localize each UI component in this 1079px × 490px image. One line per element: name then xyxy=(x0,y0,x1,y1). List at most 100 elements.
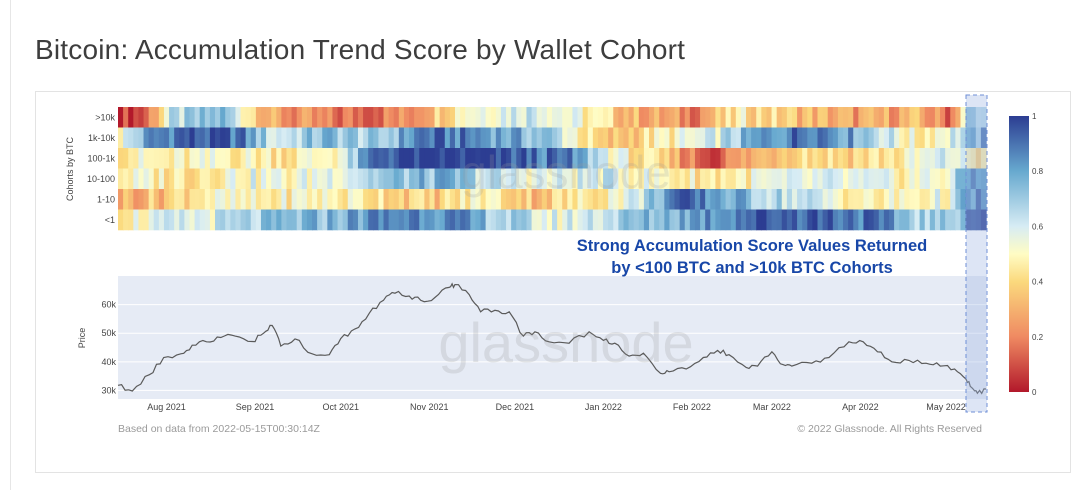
heatmap-cell xyxy=(771,209,778,231)
heatmap-cell xyxy=(220,209,226,231)
heatmap-cell xyxy=(603,189,609,210)
heatmap-cell xyxy=(220,168,226,190)
price-y-tick-label: 40k xyxy=(101,357,116,367)
heatmap-cell xyxy=(460,127,466,149)
heatmap-cell xyxy=(643,168,650,190)
heatmap-cell xyxy=(490,148,497,169)
heatmap-cell xyxy=(291,189,298,210)
heatmap-cell xyxy=(827,127,834,149)
heatmap-cell xyxy=(613,168,619,190)
heatmap-cell xyxy=(894,148,900,169)
heatmap-cell xyxy=(863,209,870,231)
heatmap-cell xyxy=(822,107,829,128)
heatmap-cell xyxy=(240,209,247,231)
heatmap-cell xyxy=(934,189,941,210)
heatmap-cell xyxy=(347,148,354,169)
heatmap-cell xyxy=(837,189,844,210)
heatmap-cell xyxy=(735,168,742,190)
heatmap-cell xyxy=(383,148,390,169)
heatmap-cell xyxy=(541,107,548,128)
heatmap-cell xyxy=(730,209,737,231)
heatmap-cell xyxy=(751,107,757,128)
heatmap-cell xyxy=(118,107,124,128)
heatmap-cell xyxy=(888,127,895,149)
price-y-tick-label: 60k xyxy=(101,300,116,310)
heatmap-cell xyxy=(506,127,512,149)
heatmap-cell xyxy=(424,127,431,149)
heatmap-cell xyxy=(756,148,762,169)
heatmap-cell xyxy=(148,107,155,128)
heatmap-cell xyxy=(495,209,502,231)
heatmap-cell xyxy=(460,168,466,190)
heatmap-cell xyxy=(965,107,972,128)
heatmap-cell xyxy=(506,189,512,210)
heatmap-cell xyxy=(485,189,492,210)
heatmap-cell xyxy=(363,127,369,149)
heatmap-cell xyxy=(848,209,854,231)
heatmap-cell xyxy=(679,127,686,149)
heatmap-cell xyxy=(597,209,604,231)
heatmap-cell xyxy=(475,189,482,210)
heatmap-cell xyxy=(761,168,768,190)
heatmap-cell xyxy=(843,107,849,128)
heatmap-cell xyxy=(403,127,410,149)
heatmap-cell xyxy=(797,107,803,128)
heatmap-cell xyxy=(424,107,431,128)
heatmap-cell xyxy=(194,107,201,128)
heatmap-cell xyxy=(225,168,231,190)
heatmap-cell xyxy=(286,127,293,149)
heatmap xyxy=(118,107,987,231)
heatmap-cell xyxy=(853,209,859,231)
heatmap-cell xyxy=(403,189,410,210)
heatmap-cell xyxy=(516,148,522,169)
heatmap-cell xyxy=(123,189,129,210)
heatmap-cell xyxy=(623,148,630,169)
heatmap-cell xyxy=(123,127,129,149)
heatmap-cell xyxy=(878,189,885,210)
heatmap-cell xyxy=(368,168,374,190)
heatmap-cell xyxy=(827,168,834,190)
heatmap-cell xyxy=(337,107,344,128)
heatmap-cell xyxy=(776,189,783,210)
heatmap-cell xyxy=(894,209,900,231)
heatmap-cell xyxy=(725,168,732,190)
heatmap-cell xyxy=(296,189,303,210)
heatmap-cell xyxy=(797,148,803,169)
heatmap-cell xyxy=(710,189,716,210)
heatmap-cell xyxy=(919,107,926,128)
heatmap-cell xyxy=(694,107,701,128)
heatmap-cell xyxy=(868,168,875,190)
heatmap-cell xyxy=(546,107,553,128)
heatmap-cell xyxy=(495,189,502,210)
heatmap-cell xyxy=(266,148,272,169)
heatmap-cell xyxy=(373,168,379,190)
heatmap-cell xyxy=(500,209,507,231)
heatmap-cell xyxy=(572,127,579,149)
heatmap-cell xyxy=(863,189,870,210)
heatmap-cell xyxy=(613,127,619,149)
heatmap-cell xyxy=(848,107,854,128)
heatmap-cell xyxy=(342,107,349,128)
heatmap-cell xyxy=(230,168,237,190)
heatmap-cell xyxy=(557,168,563,190)
heatmap-cell xyxy=(179,189,185,210)
price-x-tick-label: Dec 2021 xyxy=(496,402,535,412)
heatmap-cell xyxy=(689,148,696,169)
heatmap-cell xyxy=(531,168,538,190)
heatmap-cell xyxy=(506,148,512,169)
heatmap-cell xyxy=(434,127,441,149)
heatmap-cell xyxy=(301,127,308,149)
heatmap-cell xyxy=(858,127,865,149)
heatmap-cell xyxy=(546,209,553,231)
heatmap-cell xyxy=(189,168,196,190)
heatmap-cell xyxy=(163,209,170,231)
heatmap-cell xyxy=(909,209,916,231)
heatmap-cell xyxy=(286,107,293,128)
heatmap-cell xyxy=(511,189,517,210)
heatmap-cell xyxy=(153,209,160,231)
heatmap-cell xyxy=(449,168,456,190)
heatmap-cell xyxy=(286,148,293,169)
heatmap-cell xyxy=(873,189,880,210)
heatmap-cell xyxy=(649,189,655,210)
heatmap-cell xyxy=(848,148,854,169)
